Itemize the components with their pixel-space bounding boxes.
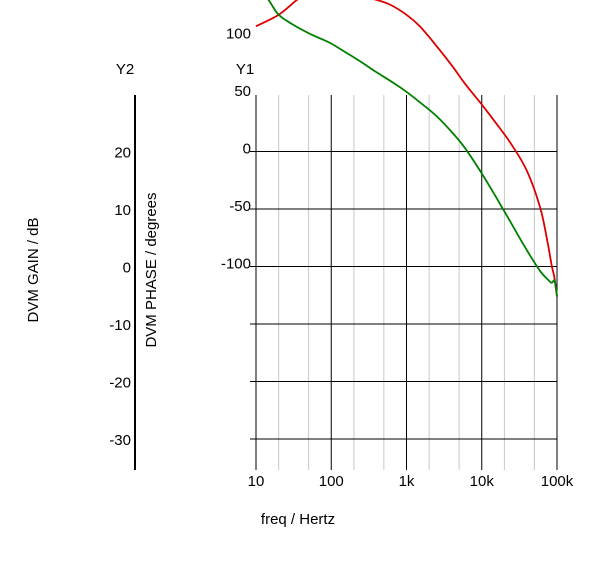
y1-axis-header: Y1 [236, 61, 254, 78]
y2-tick-label: 0 [123, 260, 131, 277]
series-line-2 [267, 0, 558, 297]
y1-tick-label: 50 [234, 83, 251, 100]
y2-tick-labels: 20 10 0 -10 -20 -30 [109, 145, 131, 450]
x-tick-label: 100 [319, 473, 344, 490]
series-layer [255, 0, 558, 297]
y1-tick-label: -100 [221, 256, 251, 273]
y1-tick-label: 100 [226, 26, 251, 43]
y2-axis-title: DVM GAIN / dB [25, 217, 42, 322]
y2-tick-label: -20 [109, 375, 131, 392]
x-tick-label: 100k [541, 473, 574, 490]
y1-tick-labels: 100 50 0 -50 -100 [221, 26, 251, 273]
x-tick-label: 10 [248, 473, 265, 490]
y2-tick-label: 10 [114, 202, 131, 219]
minor-gridlines [278, 95, 535, 470]
series-line-1 [255, 0, 558, 297]
x-axis-title: freq / Hertz [261, 511, 335, 528]
x-tick-labels: 10 100 1k 10k 100k [248, 473, 574, 490]
y1-tick-label: -50 [229, 198, 251, 215]
x-tick-label: 1k [399, 473, 415, 490]
x-tick-label: 10k [470, 473, 495, 490]
y1-tick-label: 0 [243, 141, 251, 158]
y2-axis-header: Y2 [116, 61, 134, 78]
y2-tick-label: -10 [109, 317, 131, 334]
y2-tick-label: 20 [114, 145, 131, 162]
major-gridlines [250, 95, 558, 470]
y1-axis-title: DVM PHASE / degrees [143, 192, 160, 347]
y2-tick-label: -30 [109, 432, 131, 449]
